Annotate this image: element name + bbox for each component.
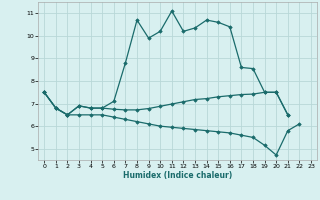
X-axis label: Humidex (Indice chaleur): Humidex (Indice chaleur) [123, 171, 232, 180]
